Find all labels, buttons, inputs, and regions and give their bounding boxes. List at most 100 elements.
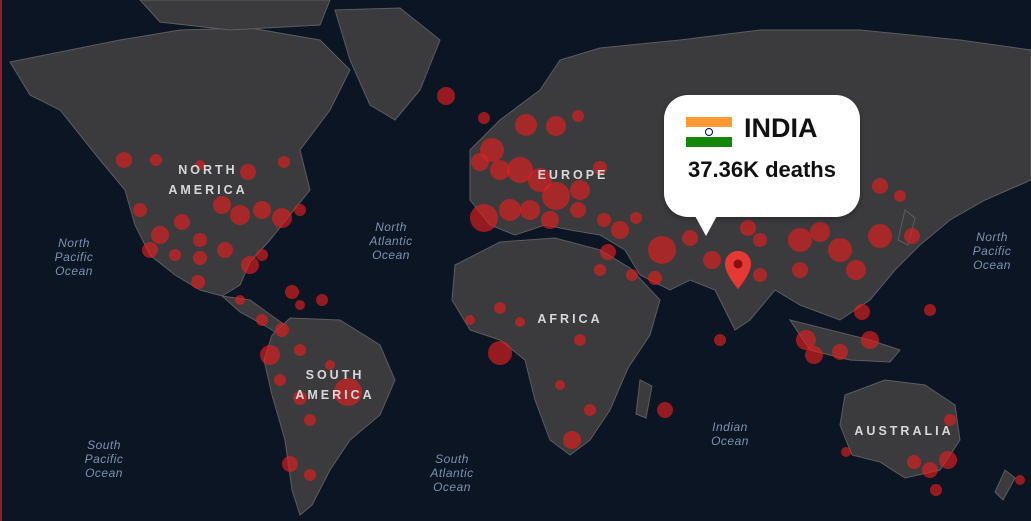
case-marker[interactable] [597,213,611,227]
case-marker[interactable] [805,346,823,364]
case-marker[interactable] [846,260,866,280]
india-flag-icon [686,117,732,147]
case-marker[interactable] [740,220,756,236]
case-marker[interactable] [151,226,169,244]
case-marker[interactable] [471,153,489,171]
case-marker[interactable] [563,431,581,449]
case-marker[interactable] [191,275,205,289]
case-marker[interactable] [841,447,851,457]
case-marker[interactable] [703,251,721,269]
case-marker[interactable] [630,212,642,224]
case-marker[interactable] [213,196,231,214]
case-marker[interactable] [470,204,498,232]
case-marker[interactable] [753,268,767,282]
case-marker[interactable] [230,205,250,225]
case-marker[interactable] [304,414,316,426]
case-marker[interactable] [465,315,475,325]
case-marker[interactable] [872,178,888,194]
case-marker[interactable] [169,249,181,261]
case-marker[interactable] [294,344,306,356]
case-marker[interactable] [546,116,566,136]
case-marker[interactable] [907,455,921,469]
case-marker[interactable] [195,160,205,170]
case-marker[interactable] [241,256,259,274]
case-marker[interactable] [142,242,158,258]
case-marker[interactable] [657,402,673,418]
case-marker[interactable] [256,314,268,326]
case-marker[interactable] [133,203,147,217]
case-marker[interactable] [828,238,852,262]
case-marker[interactable] [256,249,268,261]
case-marker[interactable] [490,160,510,180]
case-marker[interactable] [528,168,552,192]
case-marker[interactable] [507,157,533,183]
case-marker[interactable] [648,271,662,285]
case-marker[interactable] [294,204,306,216]
case-marker[interactable] [944,414,956,426]
case-marker[interactable] [570,180,590,200]
case-marker[interactable] [174,214,190,230]
case-marker[interactable] [1015,475,1025,485]
case-marker[interactable] [714,334,726,346]
case-marker[interactable] [193,233,207,247]
case-marker[interactable] [584,404,596,416]
case-marker[interactable] [217,242,233,258]
map-pin-icon[interactable] [724,250,752,290]
case-marker[interactable] [574,334,586,346]
case-marker[interactable] [788,228,812,252]
case-marker[interactable] [939,451,957,469]
case-marker[interactable] [515,114,537,136]
case-marker[interactable] [334,378,362,406]
case-marker[interactable] [922,462,938,478]
case-marker[interactable] [572,110,584,122]
case-marker[interactable] [235,295,245,305]
case-marker[interactable] [272,208,292,228]
case-marker[interactable] [304,469,316,481]
case-marker[interactable] [282,456,298,472]
case-marker[interactable] [437,87,455,105]
case-marker[interactable] [600,244,616,260]
case-marker[interactable] [193,251,207,265]
case-marker[interactable] [832,344,848,360]
case-marker[interactable] [285,285,299,299]
case-marker[interactable] [260,345,280,365]
case-marker[interactable] [240,164,256,180]
case-marker[interactable] [792,262,808,278]
case-marker[interactable] [541,211,559,229]
case-marker[interactable] [594,264,606,276]
case-marker[interactable] [275,323,289,337]
case-marker[interactable] [930,484,942,496]
case-marker[interactable] [278,156,290,168]
case-marker[interactable] [488,341,512,365]
case-marker[interactable] [868,224,892,248]
case-marker[interactable] [796,330,816,350]
case-marker[interactable] [116,152,132,168]
case-marker[interactable] [293,391,307,405]
case-marker[interactable] [924,304,936,316]
case-marker[interactable] [520,200,540,220]
case-marker[interactable] [494,302,506,314]
case-marker[interactable] [854,304,870,320]
case-marker[interactable] [626,269,638,281]
case-marker[interactable] [150,154,162,166]
case-marker[interactable] [515,317,525,327]
case-marker[interactable] [894,190,906,202]
case-marker[interactable] [753,233,767,247]
case-marker[interactable] [810,222,830,242]
case-marker[interactable] [274,374,286,386]
case-marker[interactable] [542,182,570,210]
case-marker[interactable] [478,112,490,124]
case-marker[interactable] [325,360,335,370]
case-marker[interactable] [253,201,271,219]
case-marker[interactable] [861,331,879,349]
case-marker[interactable] [648,236,676,264]
case-marker[interactable] [316,294,328,306]
case-marker[interactable] [570,202,586,218]
case-marker[interactable] [904,228,920,244]
case-marker[interactable] [499,199,521,221]
case-marker[interactable] [295,300,305,310]
case-marker[interactable] [611,221,629,239]
case-marker[interactable] [555,380,565,390]
case-marker[interactable] [593,161,607,175]
